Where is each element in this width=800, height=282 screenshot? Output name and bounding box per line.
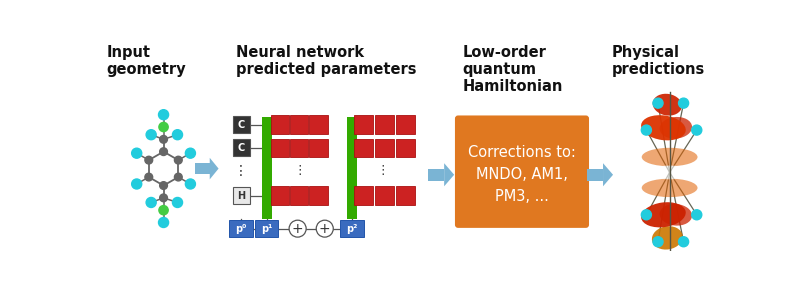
- Circle shape: [692, 125, 702, 135]
- Text: ⋮: ⋮: [293, 164, 306, 177]
- Circle shape: [158, 110, 169, 120]
- Text: H: H: [237, 191, 245, 201]
- Circle shape: [173, 130, 182, 140]
- FancyBboxPatch shape: [455, 115, 589, 228]
- FancyBboxPatch shape: [375, 186, 394, 205]
- FancyBboxPatch shape: [270, 115, 289, 134]
- Circle shape: [289, 220, 306, 237]
- Ellipse shape: [659, 117, 692, 139]
- Circle shape: [132, 148, 142, 158]
- Ellipse shape: [652, 226, 682, 250]
- Circle shape: [146, 130, 156, 140]
- FancyBboxPatch shape: [233, 139, 250, 156]
- Polygon shape: [210, 158, 218, 179]
- Ellipse shape: [648, 166, 691, 179]
- FancyBboxPatch shape: [310, 138, 328, 157]
- Text: Input
geometry: Input geometry: [106, 45, 186, 77]
- Bar: [347, 117, 358, 219]
- Ellipse shape: [642, 179, 698, 197]
- Polygon shape: [603, 163, 613, 186]
- Bar: [428, 169, 444, 181]
- Ellipse shape: [641, 202, 686, 227]
- Circle shape: [146, 197, 156, 208]
- Text: C: C: [238, 120, 245, 130]
- FancyBboxPatch shape: [290, 115, 309, 134]
- Text: +: +: [319, 222, 330, 236]
- Circle shape: [174, 173, 182, 181]
- FancyBboxPatch shape: [396, 115, 414, 134]
- FancyBboxPatch shape: [255, 220, 278, 237]
- Circle shape: [186, 148, 195, 158]
- Circle shape: [186, 179, 195, 189]
- FancyBboxPatch shape: [270, 138, 289, 157]
- FancyBboxPatch shape: [340, 220, 363, 237]
- FancyBboxPatch shape: [354, 186, 373, 205]
- Circle shape: [145, 173, 153, 181]
- Circle shape: [642, 125, 651, 135]
- Text: Low-order
quantum
Hamiltonian: Low-order quantum Hamiltonian: [462, 45, 563, 94]
- Circle shape: [174, 156, 182, 164]
- FancyBboxPatch shape: [310, 186, 328, 205]
- Circle shape: [160, 182, 167, 190]
- Bar: [586, 169, 603, 181]
- Circle shape: [316, 220, 334, 237]
- FancyBboxPatch shape: [354, 138, 373, 157]
- Circle shape: [173, 197, 182, 208]
- Text: Physical
predictions: Physical predictions: [611, 45, 705, 77]
- FancyBboxPatch shape: [354, 115, 373, 134]
- Circle shape: [160, 148, 167, 155]
- Bar: [262, 117, 272, 219]
- Circle shape: [159, 122, 168, 132]
- Polygon shape: [444, 163, 454, 186]
- FancyBboxPatch shape: [270, 186, 289, 205]
- Circle shape: [678, 98, 689, 108]
- Text: p²: p²: [346, 224, 358, 234]
- Text: p⁰: p⁰: [235, 224, 246, 234]
- Circle shape: [653, 237, 663, 247]
- Circle shape: [159, 206, 168, 215]
- Ellipse shape: [653, 94, 682, 116]
- Circle shape: [653, 98, 663, 108]
- Circle shape: [145, 156, 153, 164]
- Circle shape: [160, 135, 167, 143]
- FancyBboxPatch shape: [396, 186, 414, 205]
- Text: C: C: [238, 143, 245, 153]
- Text: p¹: p¹: [261, 224, 272, 234]
- FancyBboxPatch shape: [375, 138, 394, 157]
- Circle shape: [158, 217, 169, 228]
- Ellipse shape: [659, 204, 692, 226]
- Text: Neural network
predicted parameters: Neural network predicted parameters: [236, 45, 416, 77]
- Circle shape: [642, 210, 651, 220]
- Circle shape: [160, 194, 167, 202]
- FancyBboxPatch shape: [230, 220, 253, 237]
- FancyBboxPatch shape: [290, 186, 309, 205]
- FancyBboxPatch shape: [375, 115, 394, 134]
- FancyBboxPatch shape: [396, 138, 414, 157]
- Bar: [195, 163, 210, 174]
- FancyBboxPatch shape: [310, 115, 328, 134]
- FancyBboxPatch shape: [233, 187, 250, 204]
- Text: Corrections to:
MNDO, AM1,
PM3, ...: Corrections to: MNDO, AM1, PM3, ...: [468, 145, 576, 204]
- FancyBboxPatch shape: [290, 138, 309, 157]
- Ellipse shape: [641, 115, 686, 140]
- Circle shape: [132, 179, 142, 189]
- Text: ⋮: ⋮: [234, 164, 248, 178]
- Ellipse shape: [642, 148, 698, 166]
- Circle shape: [678, 237, 689, 247]
- FancyBboxPatch shape: [233, 116, 250, 133]
- Text: ⋮: ⋮: [377, 164, 389, 177]
- Circle shape: [692, 210, 702, 220]
- Text: +: +: [292, 222, 303, 236]
